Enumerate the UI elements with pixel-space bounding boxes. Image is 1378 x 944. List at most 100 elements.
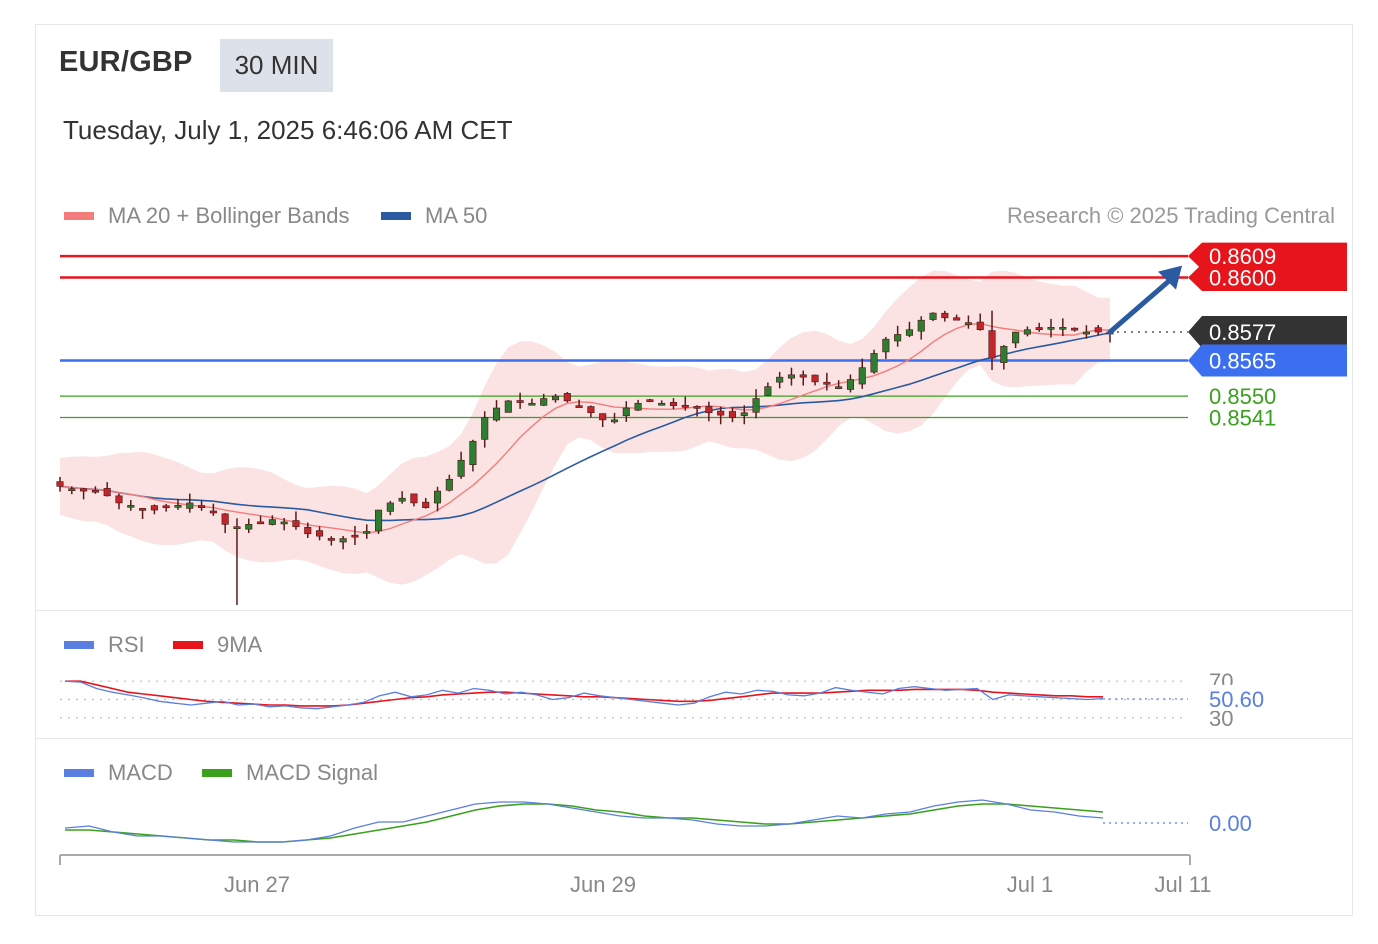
candle: [728, 407, 737, 423]
candle: [551, 393, 560, 403]
candle-body: [316, 530, 324, 537]
candle-body: [953, 317, 961, 321]
candle: [56, 476, 64, 492]
candle: [186, 493, 194, 513]
candle-body: [905, 329, 913, 336]
candle: [268, 515, 276, 526]
legend-ma50-label: MA 50: [425, 203, 488, 228]
candle: [198, 500, 206, 511]
candle: [705, 401, 713, 422]
candle-body: [752, 398, 760, 413]
candle: [1023, 326, 1031, 337]
candle: [457, 451, 465, 479]
candle-body: [917, 319, 925, 332]
ma50-line: [59, 332, 1111, 522]
candle: [374, 509, 383, 534]
candle: [386, 500, 394, 516]
candle-body: [846, 379, 854, 390]
candle: [280, 518, 288, 531]
candle-body: [1082, 331, 1090, 335]
candle-body: [976, 321, 984, 330]
candle: [433, 486, 442, 512]
candle: [846, 374, 854, 393]
candle: [492, 400, 501, 422]
candle-body: [127, 505, 135, 508]
target-arrow-shaft: [1107, 274, 1177, 335]
candle: [445, 474, 453, 492]
candle: [233, 518, 241, 605]
candle-body: [198, 505, 206, 508]
candle-body: [776, 376, 784, 383]
candle-body: [386, 502, 394, 512]
candle-body: [398, 497, 406, 502]
candle-body: [693, 406, 701, 409]
candle: [174, 498, 182, 510]
candle: [245, 518, 253, 533]
candle: [1059, 318, 1067, 337]
candle: [150, 504, 158, 515]
candle: [528, 398, 536, 406]
candle: [1094, 325, 1102, 336]
candle-body: [599, 413, 607, 421]
candle-body: [858, 367, 866, 385]
copyright-text: Research © 2025 Trading Central: [1006, 203, 1335, 228]
candle: [646, 398, 654, 402]
legend-9ma-swatch: [173, 641, 203, 649]
candle: [717, 406, 725, 425]
candle-body: [221, 513, 229, 525]
bollinger-band: [60, 270, 1110, 585]
candle: [870, 349, 878, 374]
candle-body: [929, 312, 937, 320]
candle: [811, 374, 819, 386]
candle-body: [717, 410, 725, 416]
candle: [209, 503, 217, 516]
candle: [127, 499, 135, 511]
rsi-line: [64, 680, 1104, 710]
candle: [327, 536, 335, 546]
legend-ma20: MA 20 + Bollinger Bands: [64, 203, 350, 229]
macd-signal-line: [65, 803, 1104, 843]
x-tick-label: Jul 11: [1154, 872, 1211, 897]
candle-body: [363, 531, 371, 534]
legend-rsi-swatch: [64, 641, 94, 649]
candle-body: [728, 411, 737, 418]
ma20-line: [59, 322, 1110, 534]
legend-macd-swatch: [64, 769, 94, 777]
candle: [1000, 345, 1008, 370]
candle: [1047, 318, 1055, 338]
candle: [563, 392, 571, 403]
candle: [115, 493, 123, 510]
candle: [693, 405, 701, 417]
candle: [752, 389, 760, 419]
candle: [339, 535, 347, 550]
candle-body: [68, 488, 76, 492]
candle: [929, 312, 937, 322]
candle-body: [799, 374, 807, 378]
legend-ma20-label: MA 20 + Bollinger Bands: [108, 203, 350, 228]
candle-body: [469, 440, 477, 466]
candle: [917, 316, 925, 340]
candle: [823, 372, 831, 391]
legend-macd-label: MACD: [108, 760, 173, 785]
rsi-last-bg: [1205, 684, 1275, 711]
timeframe-badge[interactable]: 30 MIN: [220, 39, 333, 92]
candle-body: [91, 489, 99, 493]
candle-body: [351, 534, 359, 538]
candle: [469, 439, 477, 472]
candle: [764, 382, 772, 397]
candle-body: [410, 493, 418, 504]
candle-body: [103, 488, 111, 497]
candle: [610, 412, 619, 424]
candle: [740, 405, 748, 425]
candle-body: [1035, 327, 1043, 330]
price-label-0.8565: 0.8565: [1209, 349, 1276, 374]
candle-body: [1071, 327, 1079, 331]
candle-body: [811, 374, 819, 383]
candle-body: [209, 510, 217, 514]
candle-body: [233, 526, 241, 529]
candle-body: [622, 407, 630, 417]
candle: [799, 370, 807, 386]
candle-body: [610, 419, 619, 423]
candle: [634, 399, 642, 411]
